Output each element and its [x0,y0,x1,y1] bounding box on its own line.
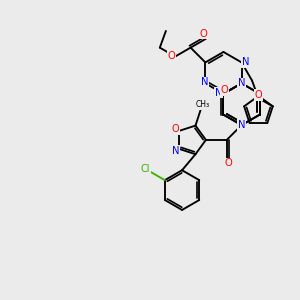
Text: N: N [238,120,245,130]
Text: O: O [172,124,179,134]
Text: N: N [201,77,208,87]
Text: O: O [255,90,262,100]
Text: O: O [167,50,175,61]
Text: Cl: Cl [141,164,150,174]
Text: CH₃: CH₃ [196,100,210,109]
Text: N: N [238,78,245,88]
Text: N: N [215,88,222,98]
Text: O: O [220,85,228,95]
Text: N: N [172,146,179,156]
Text: O: O [225,158,233,168]
Text: N: N [242,57,249,68]
Text: O: O [199,29,207,39]
